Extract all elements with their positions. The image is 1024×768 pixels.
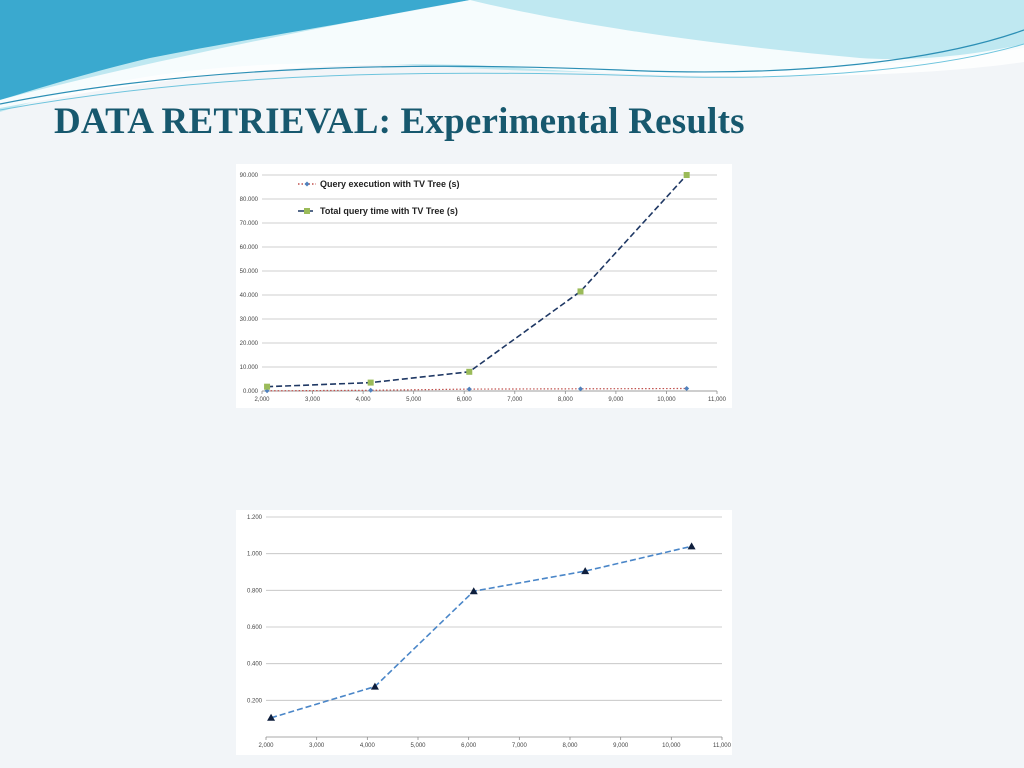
wave-white-band (0, 0, 1024, 108)
data-point-0 (370, 682, 379, 690)
x-tick-label: 3,000 (305, 397, 321, 403)
y-tick-label: 60.000 (240, 245, 259, 251)
x-tick-label: 6,000 (461, 743, 477, 749)
x-tick-label: 2,000 (258, 743, 274, 749)
chart-query-execution-svg: 0.200 0.400 0.600 0.800 1.000 1.200 2,000 3,000… (247, 515, 732, 749)
chart-total-query-time: 0.000 10.000 20.000 30.000 40.000 50.000 60.00… (236, 164, 732, 408)
chart-query-execution: 0.200 0.400 0.600 0.800 1.000 1.200 2,000 3,000… (236, 510, 732, 755)
x-tick-label: 5,000 (410, 743, 426, 749)
y-tick-label: 0.800 (247, 588, 263, 594)
y-tick-label: 20.000 (240, 341, 259, 347)
x-tick-label: 2,000 (254, 397, 270, 403)
y-tick-label: 40.000 (240, 293, 259, 299)
data-point-1 (264, 383, 271, 390)
slide-title: DATA RETRIEVAL: Experimental Results (54, 101, 745, 142)
legend-marker-0 (304, 181, 310, 187)
data-point-1 (683, 172, 690, 178)
x-tick-label: 10,000 (657, 397, 676, 403)
x-tick-label: 4,000 (360, 743, 376, 749)
data-point-0 (578, 386, 583, 392)
data-point-0 (684, 385, 690, 391)
data-point-0 (267, 713, 276, 721)
data-point-1 (577, 288, 584, 295)
series-line-0 (270, 545, 692, 719)
x-tick-label: 6,000 (457, 397, 473, 403)
data-point-0 (368, 387, 374, 393)
series-line-0 (267, 387, 687, 392)
y-tick-label: 10.000 (240, 365, 259, 371)
x-tick-label: 5,000 (406, 397, 422, 403)
data-point-1 (367, 379, 374, 386)
legend-label-0: Query execution with TV Tree (s) (320, 179, 460, 189)
wave-dark-band (0, 0, 470, 100)
x-tick-label: 11,000 (708, 397, 727, 403)
chart-total-query-time-svg: 0.000 10.000 20.000 30.000 40.000 50.000 60.00… (240, 172, 727, 403)
y-tick-label: 1.000 (247, 552, 263, 558)
x-tick-label: 3,000 (309, 743, 325, 749)
wave-line-1 (0, 29, 1024, 105)
y-tick-label: 0.200 (247, 698, 263, 704)
y-tick-label: 80.000 (240, 197, 259, 203)
y-tick-label: 0.400 (247, 662, 263, 668)
x-tick-label: 8,000 (558, 397, 574, 403)
data-point-0 (581, 567, 590, 575)
x-tick-label: 7,000 (512, 743, 528, 749)
data-point-0 (469, 587, 478, 595)
y-tick-label: 90.000 (240, 173, 259, 179)
y-tick-label: 0.600 (247, 625, 263, 631)
x-tick-label: 7,000 (507, 397, 523, 403)
x-tick-label: 4,000 (356, 397, 372, 403)
y-tick-label: 50.000 (240, 269, 259, 275)
x-tick-label: 10,000 (662, 743, 681, 749)
data-point-1 (466, 368, 473, 375)
x-tick-label: 8,000 (562, 743, 578, 749)
y-tick-label: 0.000 (243, 389, 259, 395)
legend-label-1: Total query time with TV Tree (s) (320, 206, 458, 216)
y-tick-label: 30.000 (240, 317, 259, 323)
x-tick-label: 9,000 (608, 397, 624, 403)
y-tick-label: 70.000 (240, 221, 259, 227)
data-point-0 (687, 542, 696, 550)
data-point-0 (466, 386, 472, 392)
x-tick-label: 11,000 (713, 743, 732, 749)
legend-marker-1 (304, 208, 310, 214)
wave-line-2 (0, 43, 1024, 111)
y-tick-label: 1.200 (247, 515, 263, 521)
x-tick-label: 9,000 (613, 743, 629, 749)
